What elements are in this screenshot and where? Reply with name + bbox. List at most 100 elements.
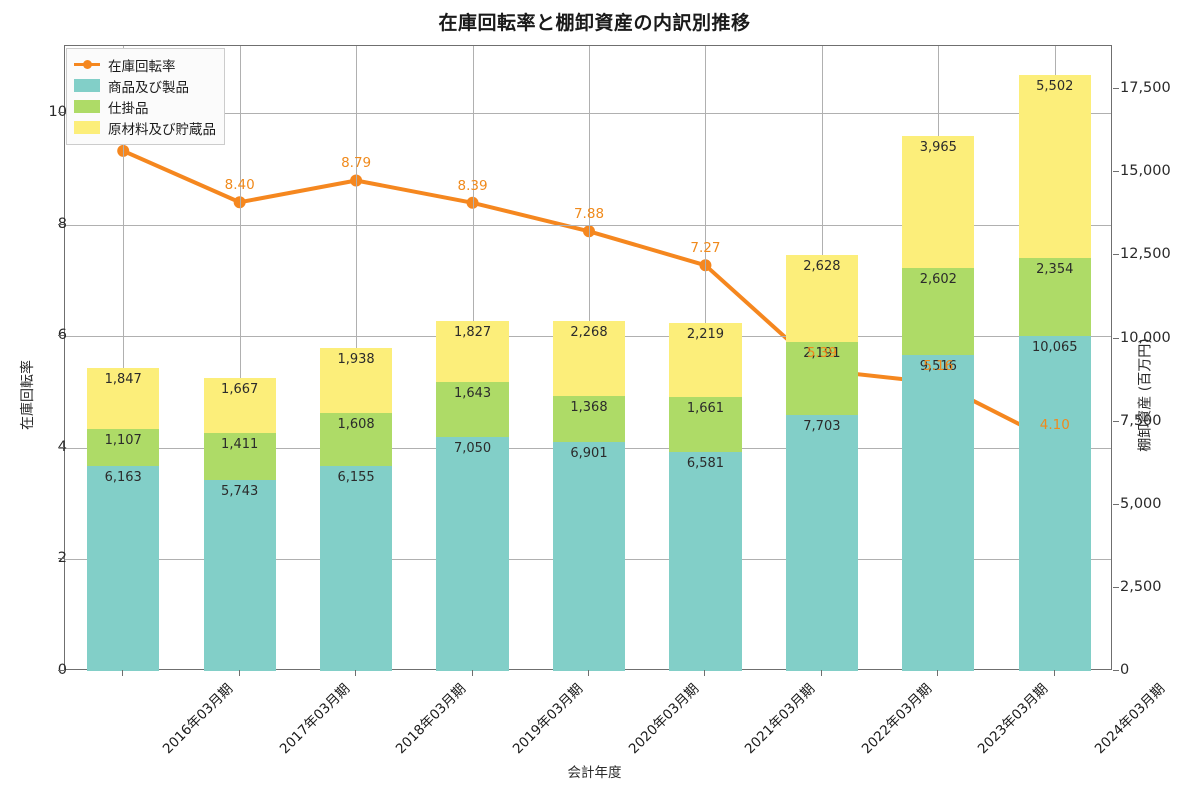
bar-segment[interactable]: 1,827 [436, 321, 509, 382]
bar-segment[interactable]: 2,628 [785, 254, 858, 343]
y-tick-mark-right [1113, 254, 1119, 256]
legend-color-swatch [74, 79, 100, 92]
y-tick-mark-right [1113, 670, 1119, 671]
y-tick-label-right: 5,000 [1120, 495, 1162, 512]
bar-segment[interactable]: 1,368 [552, 396, 626, 442]
y-tick-mark-left [58, 111, 64, 113]
x-tick-mark [820, 670, 822, 676]
bar-segment[interactable]: 1,661 [669, 396, 742, 453]
bar-segment[interactable]: 6,163 [87, 466, 160, 671]
y-tick-mark-left [58, 558, 64, 560]
bar-segment[interactable]: 10,065 [1018, 336, 1091, 671]
y-tick-mark-right [1113, 503, 1119, 505]
bar-value-label: 6,163 [104, 470, 142, 486]
bar-value-label: 10,065 [1032, 340, 1078, 356]
bar-value-label: 1,411 [221, 437, 259, 453]
y-tick-mark-left [58, 223, 64, 225]
x-tick-mark [238, 670, 240, 676]
bar-value-label: 1,661 [686, 400, 725, 416]
plot-area: 6,163 1,107 1,847 5,743 1,411 1,667 6,155 1,608… [64, 45, 1112, 671]
legend-color-swatch [74, 121, 100, 134]
bar-segment[interactable]: 7,050 [436, 436, 509, 671]
x-axis-label: 会計年度 [567, 765, 622, 781]
bar-value-label: 1,827 [453, 325, 492, 341]
x-tick-label: 2024年03月期 [1091, 680, 1168, 758]
bar-segment[interactable]: 5,743 [203, 480, 276, 671]
bar-value-label: 6,155 [337, 470, 375, 486]
legend-line-swatch [74, 58, 100, 71]
bar-value-label: 7,703 [803, 418, 841, 434]
bar-segment[interactable]: 1,667 [203, 377, 276, 434]
bar-segment[interactable]: 6,581 [669, 452, 742, 671]
bar-segment[interactable]: 6,155 [320, 466, 393, 671]
y-axis-label-right: 棚卸資産 (百万円) [1137, 337, 1154, 452]
bar-value-label: 1,938 [337, 352, 375, 368]
y-tick-label-right: 15,000 [1120, 163, 1171, 180]
gridline-vertical [123, 46, 125, 669]
legend-label: 原材料及び貯蔵品 [108, 121, 216, 138]
y-tick-label-right: 12,500 [1120, 246, 1171, 263]
legend-item[interactable]: 在庫回転率 [74, 54, 216, 75]
y-tick-mark-right [1113, 586, 1119, 588]
x-tick-mark [355, 670, 357, 676]
bar-segment[interactable]: 3,965 [902, 136, 975, 269]
legend-label: 商品及び製品 [108, 79, 189, 96]
bar-value-label: 6,581 [686, 456, 725, 472]
y-tick-label-left: 10 [48, 103, 67, 120]
bar-value-label: 2,602 [919, 272, 957, 288]
y-tick-mark-right [1113, 337, 1119, 339]
y-tick-label-right: 10,000 [1120, 329, 1171, 346]
bar-segment[interactable]: 1,643 [436, 382, 509, 437]
bar-segment[interactable]: 1,938 [320, 348, 393, 413]
legend-color-swatch [74, 100, 100, 113]
x-tick-mark [471, 670, 473, 676]
x-tick-label: 2021年03月期 [742, 680, 819, 758]
x-tick-label: 2020年03月期 [625, 680, 703, 758]
x-tick-mark [588, 670, 589, 676]
legend-item[interactable]: 仕掛品 [74, 96, 216, 117]
x-tick-label: 2017年03月期 [276, 680, 353, 758]
bar-segment[interactable]: 5,502 [1018, 75, 1091, 259]
bar-value-label: 2,268 [570, 324, 608, 340]
y-tick-label-right: 0 [1120, 662, 1130, 678]
y-tick-label-right: 7,500 [1120, 412, 1162, 429]
x-tick-mark [1053, 670, 1055, 676]
y-tick-label-right: 17,500 [1120, 80, 1171, 97]
bar-segment[interactable]: 1,847 [87, 367, 160, 430]
bar-value-label: 1,368 [570, 400, 608, 416]
bar-value-label: 1,643 [453, 386, 492, 401]
legend-item[interactable]: 原材料及び貯蔵品 [74, 117, 216, 138]
y-tick-label-right: 2,500 [1120, 578, 1162, 595]
y-tick-mark-right [1113, 88, 1119, 90]
x-tick-label: 2022年03月期 [858, 680, 936, 758]
bar-value-label: 1,608 [337, 416, 375, 432]
bar-segment[interactable]: 2,219 [669, 323, 742, 397]
bar-segment[interactable]: 2,602 [902, 268, 975, 355]
bar-value-label: 9,516 [919, 358, 957, 374]
legend-item[interactable]: 商品及び製品 [74, 75, 216, 96]
bar-segment[interactable]: 2,268 [552, 320, 626, 397]
bar-value-label: 1,847 [104, 371, 142, 387]
gridline-vertical [239, 46, 241, 669]
gridline-horizontal [65, 224, 1111, 226]
bar-segment[interactable]: 6,901 [552, 441, 626, 671]
bar-value-label: 1,667 [221, 381, 259, 397]
bar-value-label: 5,502 [1036, 79, 1074, 95]
x-tick-label: 2023年03月期 [975, 680, 1052, 758]
bar-segment[interactable]: 7,703 [785, 414, 858, 671]
y-tick-mark-right [1113, 420, 1119, 422]
x-tick-label: 2019年03月期 [509, 680, 586, 758]
bar-segment[interactable]: 2,354 [1018, 258, 1091, 337]
bar-segment[interactable]: 1,107 [87, 429, 160, 467]
bar-segment[interactable]: 1,411 [203, 433, 276, 481]
bar-segment[interactable]: 2,191 [785, 342, 858, 415]
bar-value-label: 2,191 [803, 346, 841, 362]
bar-value-label: 5,743 [221, 484, 259, 500]
chart-title: 在庫回転率と棚卸資産の内訳別推移 [438, 12, 751, 34]
legend: 在庫回転率商品及び製品 仕掛品原材料及び貯蔵品 [66, 48, 225, 145]
gridline-horizontal [65, 112, 1111, 114]
bar-segment[interactable]: 1,608 [320, 412, 393, 467]
x-tick-mark [704, 670, 706, 676]
bar-segment[interactable]: 9,516 [902, 354, 975, 671]
